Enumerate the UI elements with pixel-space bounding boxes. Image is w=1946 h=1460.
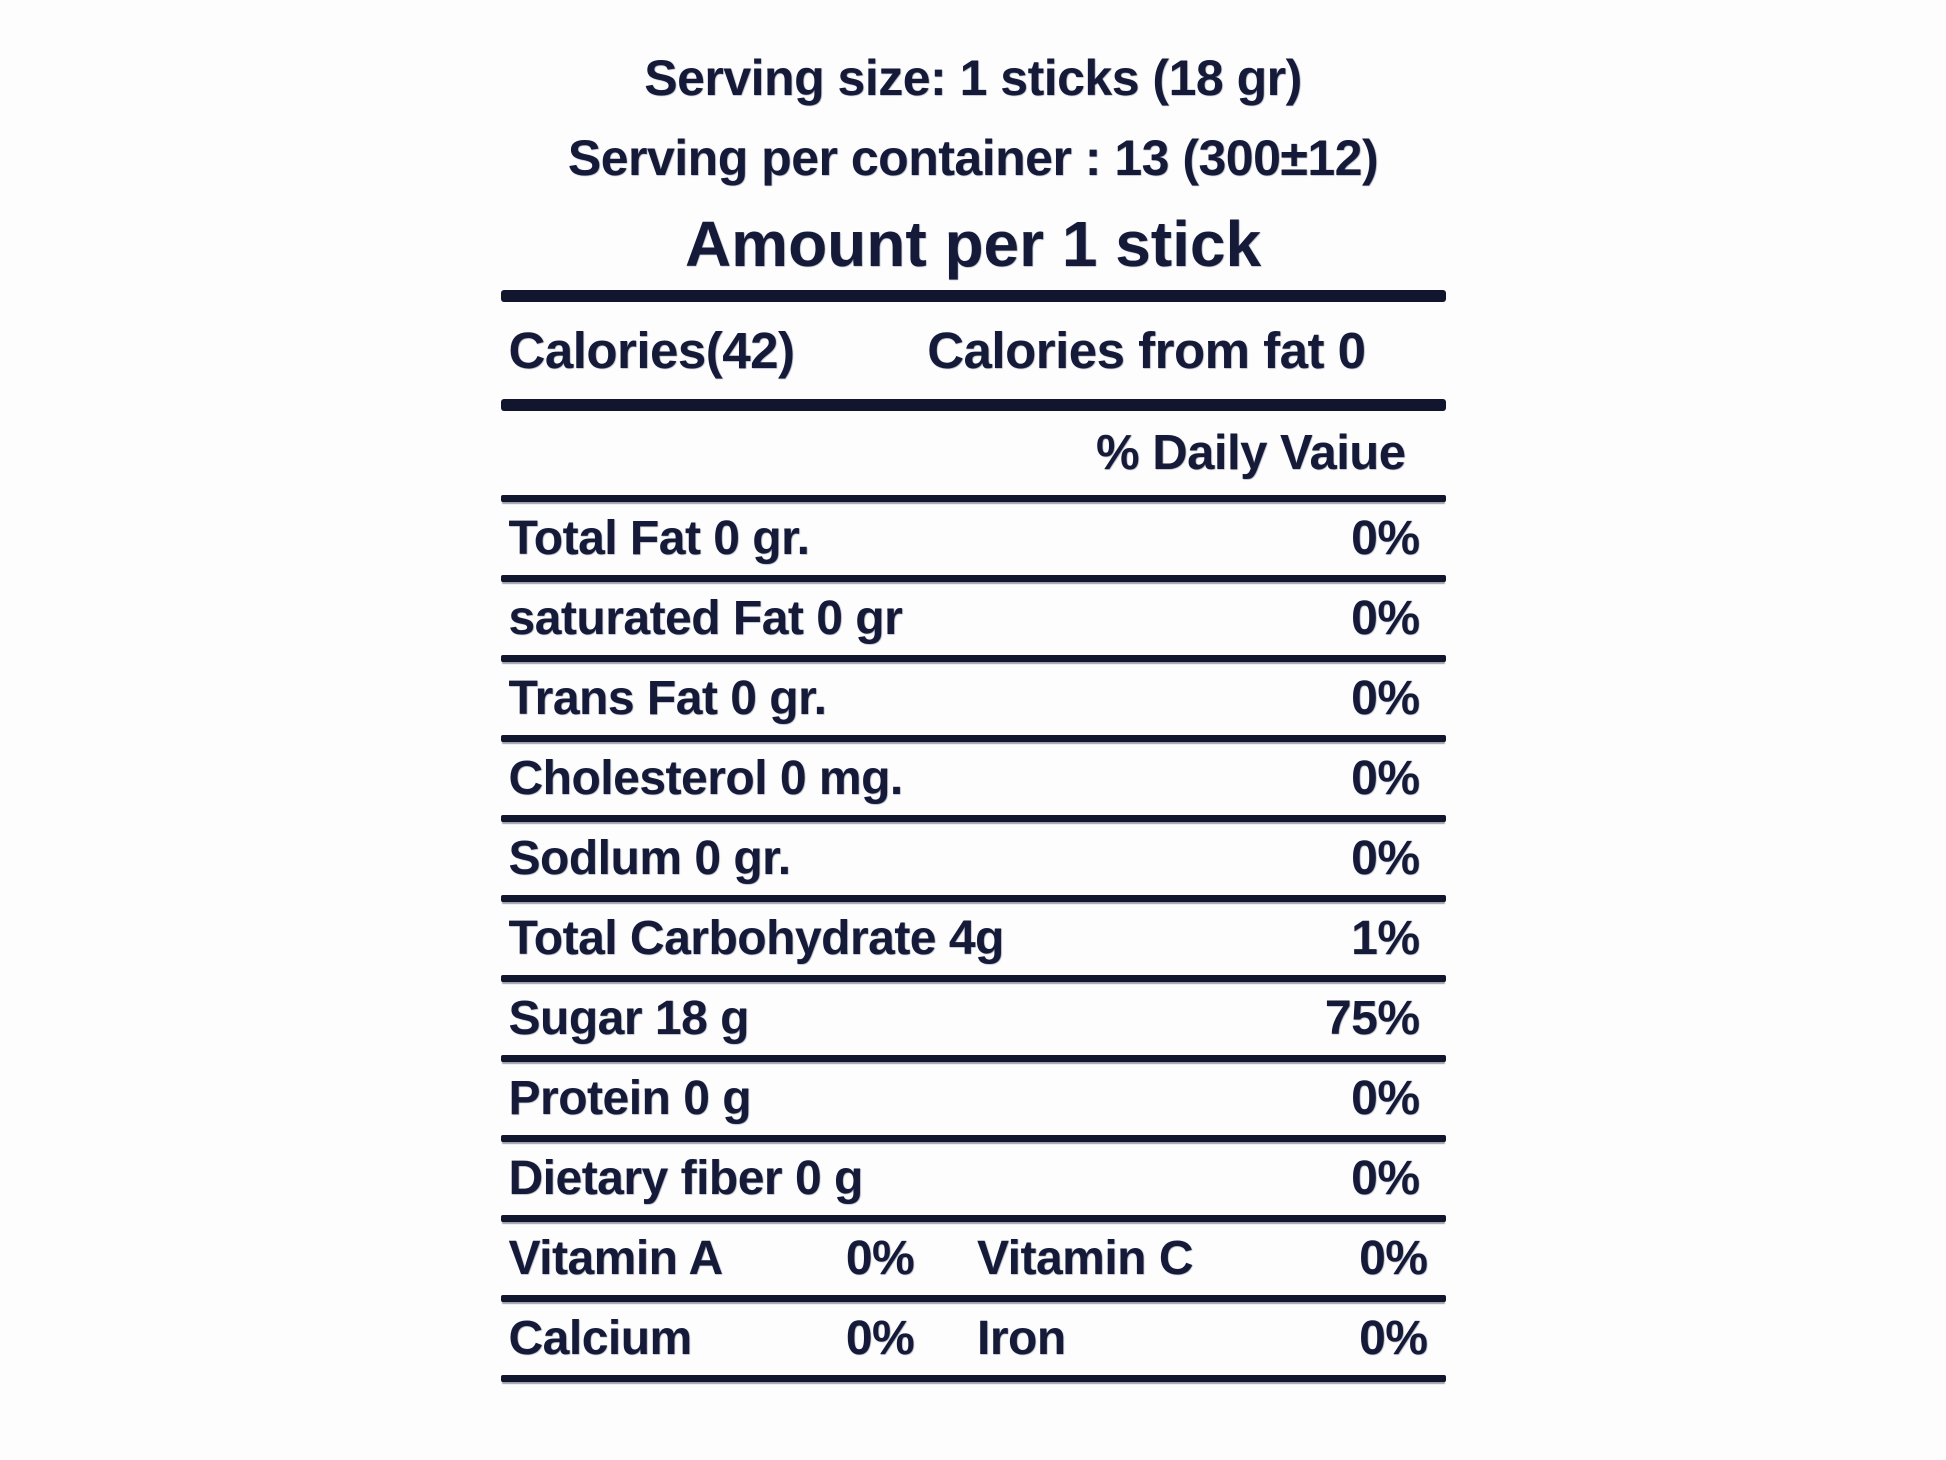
divider	[500, 895, 1446, 902]
daily-value-header: % Daily Vaiue	[1096, 426, 1406, 480]
nutrient-label: Sugar 18 g	[508, 992, 750, 1045]
nutrient-daily-value: 0%	[1351, 752, 1420, 805]
nutrient-label: Trans Fat 0 gr.	[508, 672, 827, 725]
nutrient-row-total-carbohydrate: Total Carbohydrate 4g 1%	[501, 902, 1446, 975]
micronutrient-row-vitamins: Vitamin A 0% Vitamin C 0%	[501, 1222, 1446, 1295]
divider	[500, 975, 1446, 982]
divider	[500, 1215, 1446, 1222]
nutrition-facts-panel: Serving size: 1 sticks (18 gr) Serving p…	[500, 0, 1446, 1382]
micronutrient-value: 0%	[845, 1312, 915, 1365]
nutrient-label: Total Fat 0 gr.	[508, 512, 810, 565]
nutrient-daily-value: 0%	[1351, 1072, 1420, 1125]
nutrient-row-protein: Protein 0 g 0%	[501, 1062, 1446, 1135]
nutrient-row-dietary-fiber: Dietary fiber 0 g 0%	[501, 1142, 1446, 1215]
nutrient-row-total-fat: Total Fat 0 gr. 0%	[501, 502, 1446, 575]
nutrient-daily-value: 0%	[1351, 1152, 1420, 1205]
nutrient-row-sodium: Sodlum 0 gr. 0%	[501, 822, 1446, 895]
nutrient-label: Cholesterol 0 mg.	[508, 752, 904, 805]
serving-size-text: Serving size: 1 sticks (18 gr)	[644, 50, 1302, 106]
nutrient-daily-value: 1%	[1351, 912, 1420, 965]
divider	[500, 815, 1446, 822]
micronutrient-value: 0%	[1359, 1232, 1428, 1285]
divider	[500, 495, 1446, 502]
micronutrient-value: 0%	[845, 1232, 915, 1285]
nutrient-daily-value: 0%	[1351, 832, 1420, 885]
micronutrient-label: Calcium	[508, 1312, 693, 1365]
calories-row: Calories(42) Calories from fat 0	[501, 302, 1446, 399]
nutrient-label: saturated Fat 0 gr	[508, 592, 903, 645]
calories-label: Calories(42)	[508, 322, 795, 379]
divider	[500, 735, 1446, 742]
micronutrient-label: Vitamin A	[508, 1232, 724, 1285]
micronutrient-label: Vitamin C	[976, 1232, 1194, 1285]
nutrient-row-saturated-fat: saturated Fat 0 gr 0%	[501, 582, 1446, 655]
micronutrient-value: 0%	[1359, 1312, 1428, 1365]
micronutrient-row-minerals: Calcium 0% Iron 0%	[501, 1302, 1446, 1375]
divider-thick-top	[500, 290, 1446, 302]
nutrient-daily-value: 0%	[1351, 512, 1420, 565]
divider	[500, 655, 1446, 662]
nutrient-label: Dietary fiber 0 g	[508, 1152, 864, 1205]
nutrient-daily-value: 0%	[1351, 672, 1420, 725]
nutrient-daily-value: 75%	[1324, 992, 1420, 1045]
daily-value-header-row: % Daily Vaiue	[501, 411, 1446, 495]
nutrient-label: Protein 0 g	[508, 1072, 752, 1125]
divider	[500, 1135, 1446, 1142]
amount-per-stick-heading: Amount per 1 stick	[684, 208, 1262, 280]
divider	[500, 1055, 1446, 1062]
calories-from-fat-label: Calories from fat 0	[927, 322, 1366, 379]
divider	[500, 575, 1446, 582]
nutrient-daily-value: 0%	[1351, 592, 1420, 645]
nutrient-row-cholesterol: Cholesterol 0 mg. 0%	[501, 742, 1446, 815]
micronutrient-label: Iron	[976, 1312, 1066, 1365]
nutrient-row-trans-fat: Trans Fat 0 gr. 0%	[501, 662, 1446, 735]
nutrient-row-sugar: Sugar 18 g 75%	[501, 982, 1446, 1055]
servings-per-container-text: Serving per container : 13 (300±12)	[567, 130, 1379, 186]
divider-thick-below-calories	[500, 399, 1446, 411]
nutrient-label: Sodlum 0 gr.	[508, 832, 792, 885]
divider-bottom	[500, 1375, 1446, 1382]
divider	[500, 1295, 1446, 1302]
nutrient-label: Total Carbohydrate 4g	[508, 912, 1005, 965]
